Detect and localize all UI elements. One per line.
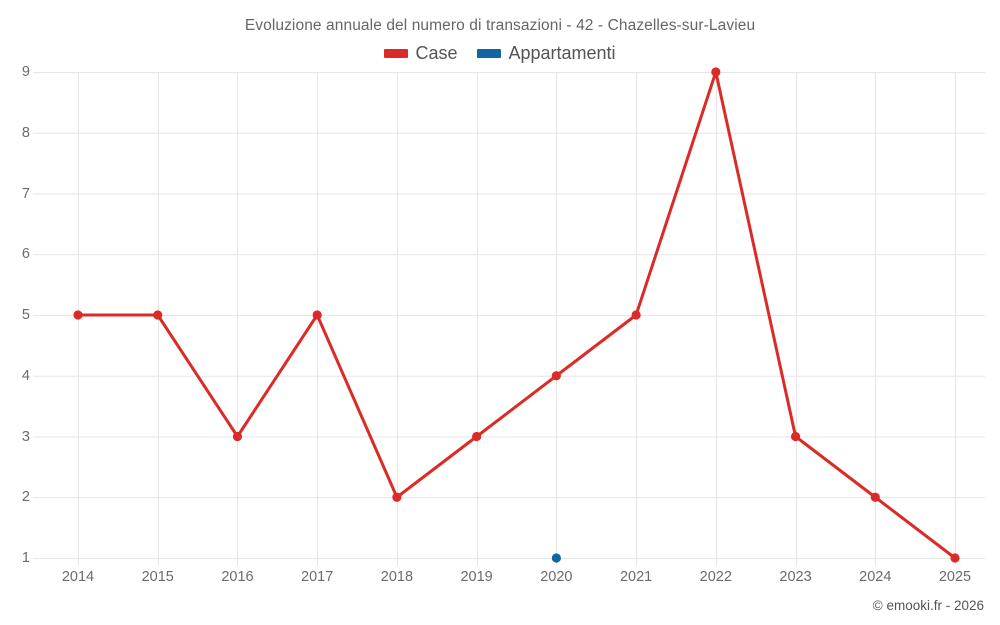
legend-label: Case	[415, 43, 458, 63]
x-axis-tick-label: 2025	[938, 569, 972, 585]
x-axis-tick-label: 2019	[460, 569, 493, 585]
y-axis-tick-label: 4	[21, 367, 30, 384]
legend-label: Appartamenti	[508, 43, 616, 63]
legend-swatch	[384, 48, 409, 58]
grid-lines	[33, 72, 985, 566]
data-point[interactable]	[711, 67, 721, 77]
data-point[interactable]	[551, 371, 561, 381]
data-point[interactable]	[392, 492, 402, 502]
data-point[interactable]	[631, 310, 641, 320]
data-point[interactable]	[472, 431, 482, 442]
y-axis-tick-label: 3	[21, 428, 30, 445]
x-axis-tick-label: 2018	[380, 569, 414, 585]
x-axis-tick-label: 2020	[540, 569, 573, 585]
data-point[interactable]	[870, 492, 880, 502]
y-axis-tick-label: 6	[21, 246, 30, 263]
data-point[interactable]	[312, 310, 322, 320]
y-axis-tick-label: 7	[21, 185, 30, 202]
legend-swatch	[477, 48, 502, 58]
y-axis-tick-label: 9	[21, 64, 30, 80]
footer-credit: © emooki.fr - 2026	[872, 598, 984, 613]
x-axis-tick-label: 2021	[619, 569, 653, 585]
x-axis-tick-label: 2016	[221, 569, 254, 585]
data-point[interactable]	[950, 553, 960, 563]
chart-title: Evoluzione annuale del numero di transaz…	[244, 17, 756, 34]
chart-legend: Case Appartamenti	[0, 44, 1000, 62]
x-axis-tick-label: 2015	[141, 569, 174, 585]
data-point[interactable]	[153, 310, 163, 320]
data-point[interactable]	[790, 431, 801, 442]
y-axis-tick-label: 2	[21, 489, 30, 506]
data-point[interactable]	[73, 310, 83, 320]
series-appartamenti	[551, 553, 561, 563]
y-axis-tick-label: 8	[21, 124, 30, 141]
data-point[interactable]	[551, 553, 561, 563]
y-axis-tick-label: 1	[21, 550, 30, 566]
series-case	[73, 67, 960, 563]
x-axis-tick-label: 2022	[699, 569, 732, 585]
x-axis-tick-label: 2023	[779, 569, 812, 585]
x-axis-tick-label: 2017	[301, 569, 334, 585]
data-point[interactable]	[232, 431, 243, 442]
legend-item-appartamenti[interactable]: Appartamenti	[477, 43, 616, 63]
x-axis-tick-label: 2024	[859, 569, 892, 585]
y-axis-tick-label: 5	[21, 307, 30, 323]
legend-item-case[interactable]: Case	[384, 44, 457, 62]
x-axis-tick-label: 2014	[61, 569, 95, 585]
